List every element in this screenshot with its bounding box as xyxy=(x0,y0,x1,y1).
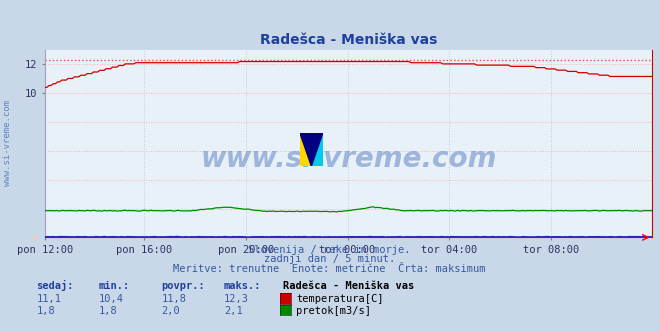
Text: 2,1: 2,1 xyxy=(224,306,243,316)
Polygon shape xyxy=(300,133,312,166)
Title: Radešca - Meniška vas: Radešca - Meniška vas xyxy=(260,33,438,47)
Text: maks.:: maks.: xyxy=(224,281,262,291)
Text: 1,8: 1,8 xyxy=(99,306,117,316)
Text: www.si-vreme.com: www.si-vreme.com xyxy=(200,145,497,173)
Text: zadnji dan / 5 minut.: zadnji dan / 5 minut. xyxy=(264,254,395,264)
Text: povpr.:: povpr.: xyxy=(161,281,205,291)
Text: pretok[m3/s]: pretok[m3/s] xyxy=(296,306,371,316)
Text: www.si-vreme.com: www.si-vreme.com xyxy=(3,100,13,186)
Text: 11,1: 11,1 xyxy=(36,294,61,304)
Text: 12,3: 12,3 xyxy=(224,294,249,304)
Text: 11,8: 11,8 xyxy=(161,294,186,304)
Text: Slovenija / reke in morje.: Slovenija / reke in morje. xyxy=(248,245,411,255)
Text: 2,0: 2,0 xyxy=(161,306,180,316)
Polygon shape xyxy=(312,133,323,166)
Text: min.:: min.: xyxy=(99,281,130,291)
Polygon shape xyxy=(300,133,323,166)
Text: 1,8: 1,8 xyxy=(36,306,55,316)
Text: sedaj:: sedaj: xyxy=(36,280,74,291)
Text: 10,4: 10,4 xyxy=(99,294,124,304)
Text: Meritve: trenutne  Enote: metrične  Črta: maksimum: Meritve: trenutne Enote: metrične Črta: … xyxy=(173,264,486,274)
Text: Radešca - Meniška vas: Radešca - Meniška vas xyxy=(283,281,415,291)
Text: temperatura[C]: temperatura[C] xyxy=(296,294,384,304)
